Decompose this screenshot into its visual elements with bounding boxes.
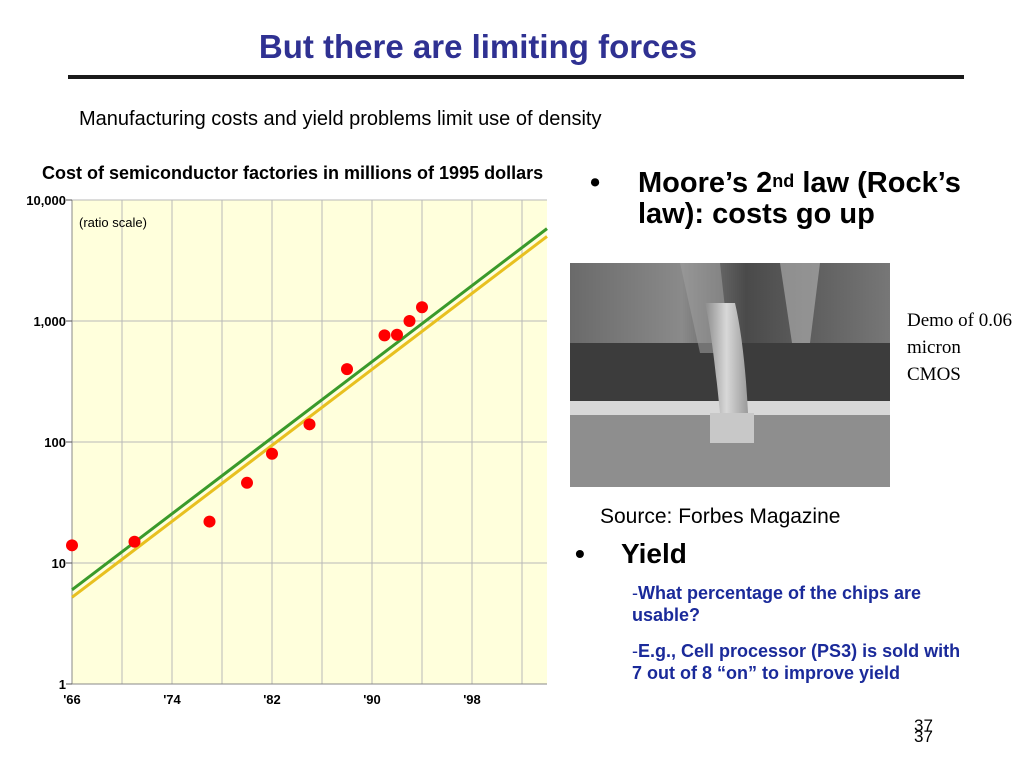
bullet-marker: • [590, 167, 601, 199]
data-point [66, 539, 78, 552]
data-point [391, 328, 403, 341]
x-tick-label: '82 [263, 692, 281, 707]
page-number-shadow: 37 [914, 727, 933, 746]
x-tick-label: '66 [63, 692, 81, 707]
sub-bullet-text: E.g., Cell processor (PS3) is sold with … [632, 641, 961, 683]
x-tick-label: '74 [163, 692, 181, 707]
micrograph-image [570, 263, 890, 487]
sub-bullet-percentage: -What percentage of the chips are usable… [632, 582, 972, 626]
sub-bullet-cell-processor: -E.g., Cell processor (PS3) is sold with… [632, 640, 972, 684]
x-tick-label: '98 [463, 692, 481, 707]
x-tick-label: '90 [363, 692, 381, 707]
trend-lines [71, 227, 548, 599]
sub-bullet-text: What percentage of the chips are usable? [632, 583, 922, 625]
title-underline [68, 75, 964, 79]
page-number: 37 [914, 716, 933, 735]
sub-bullet-dash: - [632, 641, 638, 661]
data-point [266, 447, 278, 460]
y-tick-label: 10,000 [26, 193, 66, 208]
data-point [378, 329, 391, 342]
bullet-text: Moore’s 2nd law (Rock’s law): costs go u… [638, 168, 1008, 230]
data-point [403, 315, 416, 327]
cmos-micrograph [570, 263, 890, 487]
bullet-text-a: Moore’s 2 [638, 167, 773, 199]
data-points [66, 301, 428, 552]
chart-grid [71, 199, 547, 685]
y-tick-label: 10 [52, 556, 66, 571]
sub-bullet-dash: - [632, 583, 638, 603]
bullet-sup: nd [772, 171, 795, 191]
chart-svg: Cost of semiconductor factories in milli… [26, 163, 548, 707]
data-point [241, 476, 253, 489]
source-citation: Source: Forbes Magazine [600, 505, 841, 528]
slide-title: But there are limiting forces [258, 28, 698, 65]
y-tick-labels: 10,000 1,000 100 10 1 [26, 193, 72, 692]
y-tick-label: 1,000 [33, 314, 66, 329]
factory-cost-chart: Cost of semiconductor factories in milli… [14, 152, 566, 708]
data-point [128, 535, 141, 548]
x-tick-labels: '66 '74 '82 '90 '98 [63, 692, 481, 707]
data-point [416, 301, 428, 314]
data-point [303, 418, 316, 431]
trend-line-green [71, 227, 548, 592]
data-point [203, 515, 216, 528]
bullet-text: Yield [621, 538, 687, 569]
y-tick-label: 100 [44, 435, 66, 450]
bullet-text-b: law (Rock’s law): costs go up [638, 167, 961, 230]
y-tick-label: 1 [59, 677, 66, 692]
chart-title: Cost of semiconductor factories in milli… [42, 163, 543, 183]
trend-line-yellow [71, 235, 548, 599]
bullet-marker: • [575, 538, 585, 569]
slide-subtitle: Manufacturing costs and yield problems l… [79, 108, 602, 130]
micrograph-caption: Demo of 0.06 micron CMOS [907, 310, 1013, 385]
data-point [341, 363, 353, 376]
ratio-scale-note: (ratio scale) [79, 215, 147, 230]
